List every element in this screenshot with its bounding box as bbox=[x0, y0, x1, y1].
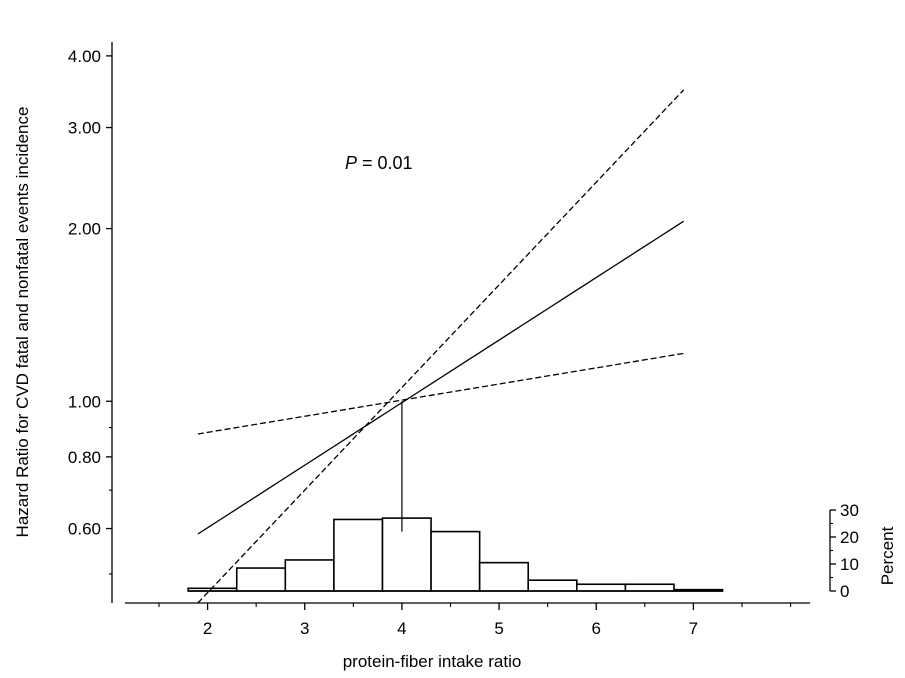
y-axis-title: Hazard Ratio for CVD fatal and nonfatal … bbox=[13, 107, 32, 538]
p-value-annotation: P = 0.01 bbox=[345, 153, 413, 173]
hazard-ratio-line bbox=[197, 220, 685, 535]
y-tick-label: 0.80 bbox=[68, 448, 101, 467]
y2-tick-label: 20 bbox=[840, 528, 859, 547]
confidence-bound-line bbox=[197, 89, 685, 604]
p-value-symbol: P bbox=[345, 153, 357, 173]
histogram-bar bbox=[381, 517, 432, 592]
x-tick-label: 7 bbox=[689, 619, 698, 638]
labels-layer: 0.60 0.80 1.00 2.00 3.00 4.00 2 3 4 5 6 7 0 10 20 30 bbox=[68, 47, 859, 638]
y-tick-label: 0.60 bbox=[68, 520, 101, 539]
confidence-bound-line bbox=[197, 352, 684, 435]
histogram-bar bbox=[576, 583, 627, 592]
y2-axis-title: Percent bbox=[878, 526, 897, 585]
hazard-lines-layer bbox=[197, 89, 685, 604]
x-axis-title: protein-fiber intake ratio bbox=[343, 652, 522, 671]
histogram-layer bbox=[187, 517, 724, 592]
y2-tick-label: 30 bbox=[840, 501, 859, 520]
y-tick-label: 1.00 bbox=[68, 392, 101, 411]
histogram-bar bbox=[624, 583, 675, 592]
y2-tick-label: 10 bbox=[840, 555, 859, 574]
p-value-text: = 0.01 bbox=[357, 153, 413, 173]
y2-tick-label: 0 bbox=[840, 582, 849, 601]
x-tick-label: 6 bbox=[592, 619, 601, 638]
x-tick-label: 5 bbox=[494, 619, 503, 638]
y-tick-label: 3.00 bbox=[68, 119, 101, 138]
histogram-bar bbox=[284, 559, 335, 592]
histogram-bar bbox=[333, 518, 384, 592]
x-tick-label: 4 bbox=[397, 619, 406, 638]
histogram-bar bbox=[478, 561, 530, 592]
histogram-bar bbox=[527, 579, 578, 592]
x-tick-label: 3 bbox=[300, 619, 309, 638]
histogram-bar bbox=[235, 567, 287, 592]
histogram-bar bbox=[430, 530, 481, 592]
y-tick-label: 4.00 bbox=[68, 47, 101, 66]
x-tick-label: 2 bbox=[203, 619, 212, 638]
axes-layer bbox=[106, 42, 836, 610]
y-tick-label: 2.00 bbox=[68, 220, 101, 239]
